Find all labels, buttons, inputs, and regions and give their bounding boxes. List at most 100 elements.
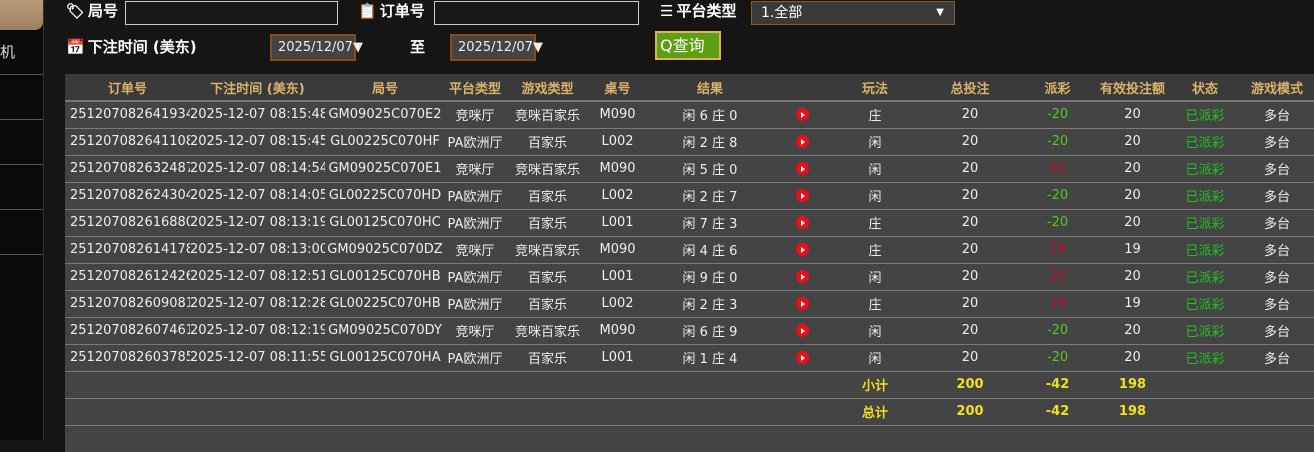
sidebar-item[interactable] xyxy=(0,165,43,210)
empty-row xyxy=(65,425,1314,452)
empty-cell xyxy=(1240,398,1314,426)
table-cell: 庄 xyxy=(830,101,920,129)
table-row: 251207082641934 2025-12-07 08:15:48 GM0902… xyxy=(65,101,1314,129)
column-header: 下注时间 (美东) xyxy=(190,74,325,102)
table-cell: 251207082603785 xyxy=(65,344,190,372)
table-cell: 闲 xyxy=(830,344,920,372)
column-header xyxy=(775,74,830,102)
table-cell: 庄 xyxy=(830,209,920,237)
replay-cell xyxy=(775,263,830,291)
table-cell: 竞咪百家乐 xyxy=(505,101,590,129)
date-to-value: 2025/12/07 xyxy=(458,40,533,55)
table-cell: M090 xyxy=(590,155,645,183)
table-cell: 竞咪厅 xyxy=(445,317,505,345)
order-input[interactable] xyxy=(434,1,639,25)
table-cell: L001 xyxy=(590,344,645,372)
replay-cell xyxy=(775,317,830,345)
sidebar-item[interactable] xyxy=(0,75,43,120)
play-icon[interactable] xyxy=(796,270,809,283)
table-cell: 已派彩 xyxy=(1170,263,1240,291)
table-cell: 20 xyxy=(920,209,1020,237)
round-input[interactable] xyxy=(125,1,338,25)
table-cell: 多台 xyxy=(1240,290,1314,318)
empty-cell xyxy=(645,398,775,426)
total-row: 总计 200 -42 198 xyxy=(65,398,1314,426)
sidebar-item[interactable]: 机 xyxy=(0,30,43,75)
table-cell: 百家乐 xyxy=(505,263,590,291)
sidebar-item[interactable] xyxy=(0,120,43,165)
column-header: 总投注 xyxy=(920,74,1020,102)
table-cell: GL00125C070HB xyxy=(325,263,445,291)
play-icon[interactable] xyxy=(796,324,809,337)
table-cell: 已派彩 xyxy=(1170,344,1240,372)
table-cell: PA欧洲厅 xyxy=(445,344,505,372)
empty-cell xyxy=(590,398,645,426)
time-label: 📅 下注时间 (美东) xyxy=(66,36,197,57)
table-cell: 20 xyxy=(1095,344,1170,372)
platform-select[interactable]: 1.全部 ▼ xyxy=(751,1,955,25)
play-icon[interactable] xyxy=(796,351,809,364)
subtotal-total_bet: 200 xyxy=(920,371,1020,399)
table-cell: 251207082616880 xyxy=(65,209,190,237)
column-header: 游戏类型 xyxy=(505,74,590,102)
table-cell: 闲 6 庄 0 xyxy=(645,101,775,129)
play-icon[interactable] xyxy=(796,297,809,310)
table-row: 251207082607461 2025-12-07 08:12:19 GM0902… xyxy=(65,317,1314,345)
table-cell: 251207082632487 xyxy=(65,155,190,183)
play-icon[interactable] xyxy=(796,162,809,175)
table-cell: 251207082612426 xyxy=(65,263,190,291)
table-cell: L002 xyxy=(590,290,645,318)
play-icon[interactable] xyxy=(796,189,809,202)
replay-cell xyxy=(775,209,830,237)
sidebar-item[interactable] xyxy=(0,210,43,255)
play-icon[interactable] xyxy=(796,135,809,148)
server-icon: ☰ xyxy=(660,1,674,20)
sidebar: 机 xyxy=(0,0,44,440)
table-cell: M090 xyxy=(590,236,645,264)
table-cell: 2025-12-07 08:13:00 xyxy=(190,236,325,264)
clipboard-icon: 📋 xyxy=(358,1,377,20)
table-cell: 20 xyxy=(1095,209,1170,237)
time-label-text: 下注时间 (美东) xyxy=(87,38,197,56)
table-cell: 多台 xyxy=(1240,317,1314,345)
table-cell: PA欧洲厅 xyxy=(445,209,505,237)
table-cell: 百家乐 xyxy=(505,209,590,237)
replay-cell xyxy=(775,290,830,318)
table-cell: M090 xyxy=(590,317,645,345)
empty-cell xyxy=(190,398,325,426)
table-cell: 闲 7 庄 3 xyxy=(645,209,775,237)
replay-cell xyxy=(775,344,830,372)
play-icon[interactable] xyxy=(796,108,809,122)
table-cell: 闲 5 庄 0 xyxy=(645,155,775,183)
play-icon[interactable] xyxy=(796,216,809,229)
query-button[interactable]: Q查询 xyxy=(655,31,721,60)
table-cell: 2025-12-07 08:14:54 xyxy=(190,155,325,183)
table-cell: 闲 xyxy=(830,155,920,183)
table-cell: 20 xyxy=(920,101,1020,129)
date-from-value: 2025/12/07 xyxy=(278,40,353,55)
date-to-picker[interactable]: 2025/12/07▼ xyxy=(450,34,543,61)
date-from-picker[interactable]: 2025/12/07▼ xyxy=(270,34,363,61)
subtotal-row: 小计 200 -42 198 xyxy=(65,371,1314,399)
order-label: 📋 订单号 xyxy=(358,0,425,21)
empty-cell xyxy=(505,398,590,426)
table-row: 251207082641108 2025-12-07 08:15:45 GL0022… xyxy=(65,128,1314,156)
table-cell: 20 xyxy=(920,182,1020,210)
table-cell: 20 xyxy=(920,290,1020,318)
table-cell: 百家乐 xyxy=(505,344,590,372)
table-cell: 庄 xyxy=(830,236,920,264)
play-icon[interactable] xyxy=(796,243,809,256)
column-header: 局号 xyxy=(325,74,445,102)
table-cell: 20 xyxy=(1095,128,1170,156)
table-cell: GM09025C070DY xyxy=(325,317,445,345)
table-cell: 2025-12-07 08:15:48 xyxy=(190,101,325,129)
table-cell: 2025-12-07 08:13:19 xyxy=(190,209,325,237)
table-cell: 251207082624304 xyxy=(65,182,190,210)
table-cell: 闲 2 庄 3 xyxy=(645,290,775,318)
column-header: 派彩 xyxy=(1020,74,1095,102)
table-cell: 20 xyxy=(1095,101,1170,129)
empty-cell xyxy=(445,371,505,399)
replay-cell xyxy=(775,182,830,210)
table-cell: 闲 xyxy=(830,182,920,210)
table-cell: GL00225C070HB xyxy=(325,290,445,318)
